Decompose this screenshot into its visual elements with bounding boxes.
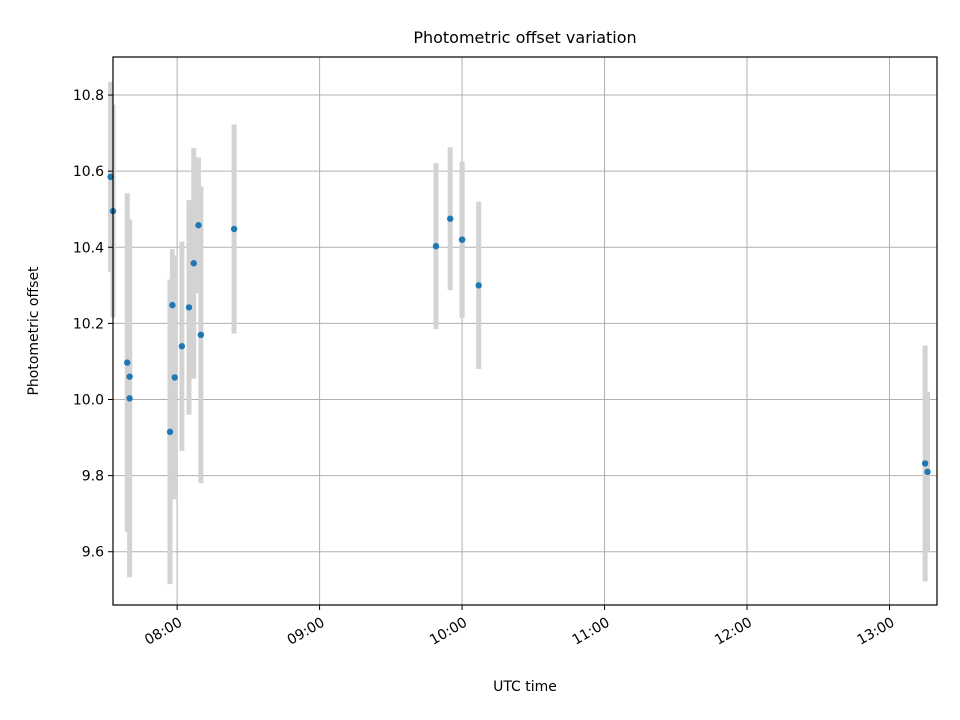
data-point: [921, 460, 929, 467]
y-axis-label: Photometric offset: [26, 266, 42, 396]
chart-title: Photometric offset variation: [413, 28, 636, 47]
data-point: [107, 173, 114, 181]
data-point: [190, 260, 197, 267]
y-tick-label: 9.8: [82, 469, 104, 485]
data-point: [178, 343, 186, 350]
y-axis-ticks: 9.6 9.8 10.0 10.2 10.4 10.6 10.8: [73, 88, 113, 561]
data-point: [432, 242, 440, 250]
data-point: [185, 304, 193, 311]
data-point: [197, 331, 205, 339]
data-point: [195, 222, 202, 229]
y-tick-label: 10.0: [73, 393, 104, 409]
data-point: [458, 236, 466, 243]
y-tick-label: 10.8: [73, 88, 104, 104]
y-tick-label: 10.6: [73, 164, 104, 180]
y-tick-label: 10.2: [73, 316, 104, 332]
data-point: [124, 359, 131, 366]
data-point: [446, 215, 454, 222]
data-point: [230, 225, 238, 233]
y-tick-label: 9.6: [82, 545, 104, 561]
data-point: [171, 374, 178, 381]
data-point: [126, 395, 133, 402]
y-tick-label: 10.4: [73, 240, 104, 256]
plot-area-frame: [112, 56, 938, 606]
x-axis-label: UTC time: [493, 679, 557, 695]
data-point: [169, 301, 176, 309]
data-point: [475, 282, 482, 289]
grid: [113, 57, 937, 605]
data-point: [166, 428, 174, 436]
data-point: [126, 373, 133, 380]
data-point: [924, 468, 931, 476]
